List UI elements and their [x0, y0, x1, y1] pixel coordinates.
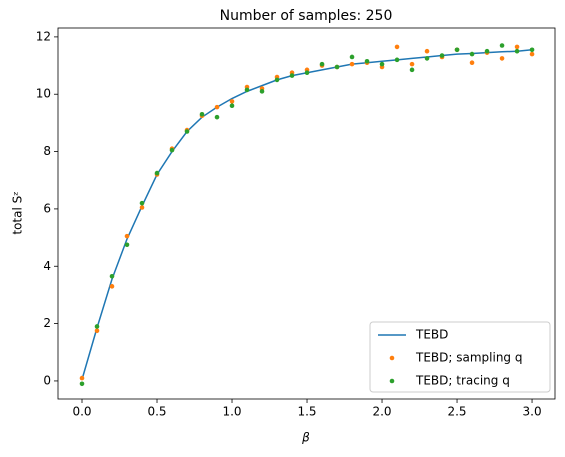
- point: [154, 170, 160, 176]
- x-tick-label: 0.0: [72, 405, 91, 419]
- legend-label: TEBD; sampling q: [415, 351, 522, 365]
- point: [454, 47, 460, 53]
- y-axis-label: total Sᶻ: [11, 191, 25, 234]
- point: [409, 67, 415, 73]
- point: [244, 87, 250, 93]
- point: [469, 60, 475, 65]
- point: [109, 273, 115, 279]
- point: [484, 48, 490, 54]
- x-tick-label: 3.0: [523, 405, 542, 419]
- point: [94, 324, 100, 329]
- plot-frame: [57, 27, 556, 400]
- chart-title: Number of samples: 250: [220, 8, 393, 24]
- legend-marker: [389, 378, 395, 384]
- point: [529, 47, 535, 53]
- point: [424, 48, 430, 54]
- point: [139, 200, 145, 206]
- point: [349, 61, 355, 67]
- point: [514, 48, 520, 54]
- x-tick-label: 2.5: [447, 405, 466, 419]
- y-tick-label: 10: [36, 87, 51, 101]
- point: [124, 242, 130, 248]
- y-tick-label: 8: [43, 144, 51, 158]
- x-axis-label: β: [301, 431, 310, 445]
- point: [94, 328, 100, 334]
- point: [214, 104, 220, 110]
- point: [274, 77, 280, 83]
- point: [229, 99, 235, 104]
- point: [394, 44, 400, 50]
- point: [124, 233, 130, 239]
- y-tick-label: 4: [43, 259, 51, 273]
- legend-label: TEBD; tracing q: [415, 374, 510, 388]
- point: [439, 53, 445, 58]
- point: [259, 89, 265, 94]
- legend-marker: [389, 355, 395, 361]
- y-tick-label: 0: [43, 373, 51, 387]
- point: [469, 51, 475, 57]
- legend-label: TEBD: [415, 328, 448, 342]
- point: [529, 51, 535, 57]
- point: [199, 111, 205, 117]
- x-tick-label: 1.0: [222, 405, 241, 419]
- y-tick-label: 2: [43, 316, 51, 330]
- point: [304, 70, 310, 76]
- point: [109, 284, 115, 289]
- point: [79, 381, 85, 387]
- point: [334, 64, 340, 70]
- point: [499, 43, 505, 48]
- point: [349, 54, 355, 60]
- x-tick-label: 1.5: [297, 405, 316, 419]
- point: [139, 205, 145, 210]
- point: [169, 147, 175, 153]
- point: [79, 375, 85, 381]
- x-tick-label: 2.0: [372, 405, 391, 419]
- point: [229, 103, 235, 108]
- y-tick-label: 12: [36, 29, 51, 43]
- point: [214, 114, 220, 120]
- legend-box: [369, 321, 551, 393]
- x-tick-label: 0.5: [147, 405, 166, 419]
- point: [424, 56, 430, 61]
- point: [379, 61, 385, 67]
- y-tick-label: 6: [43, 201, 51, 215]
- point: [319, 61, 325, 67]
- point: [514, 44, 520, 50]
- point: [184, 129, 190, 134]
- point: [289, 73, 295, 78]
- point: [394, 57, 400, 63]
- point: [364, 58, 370, 64]
- point: [409, 61, 415, 67]
- point: [499, 56, 505, 61]
